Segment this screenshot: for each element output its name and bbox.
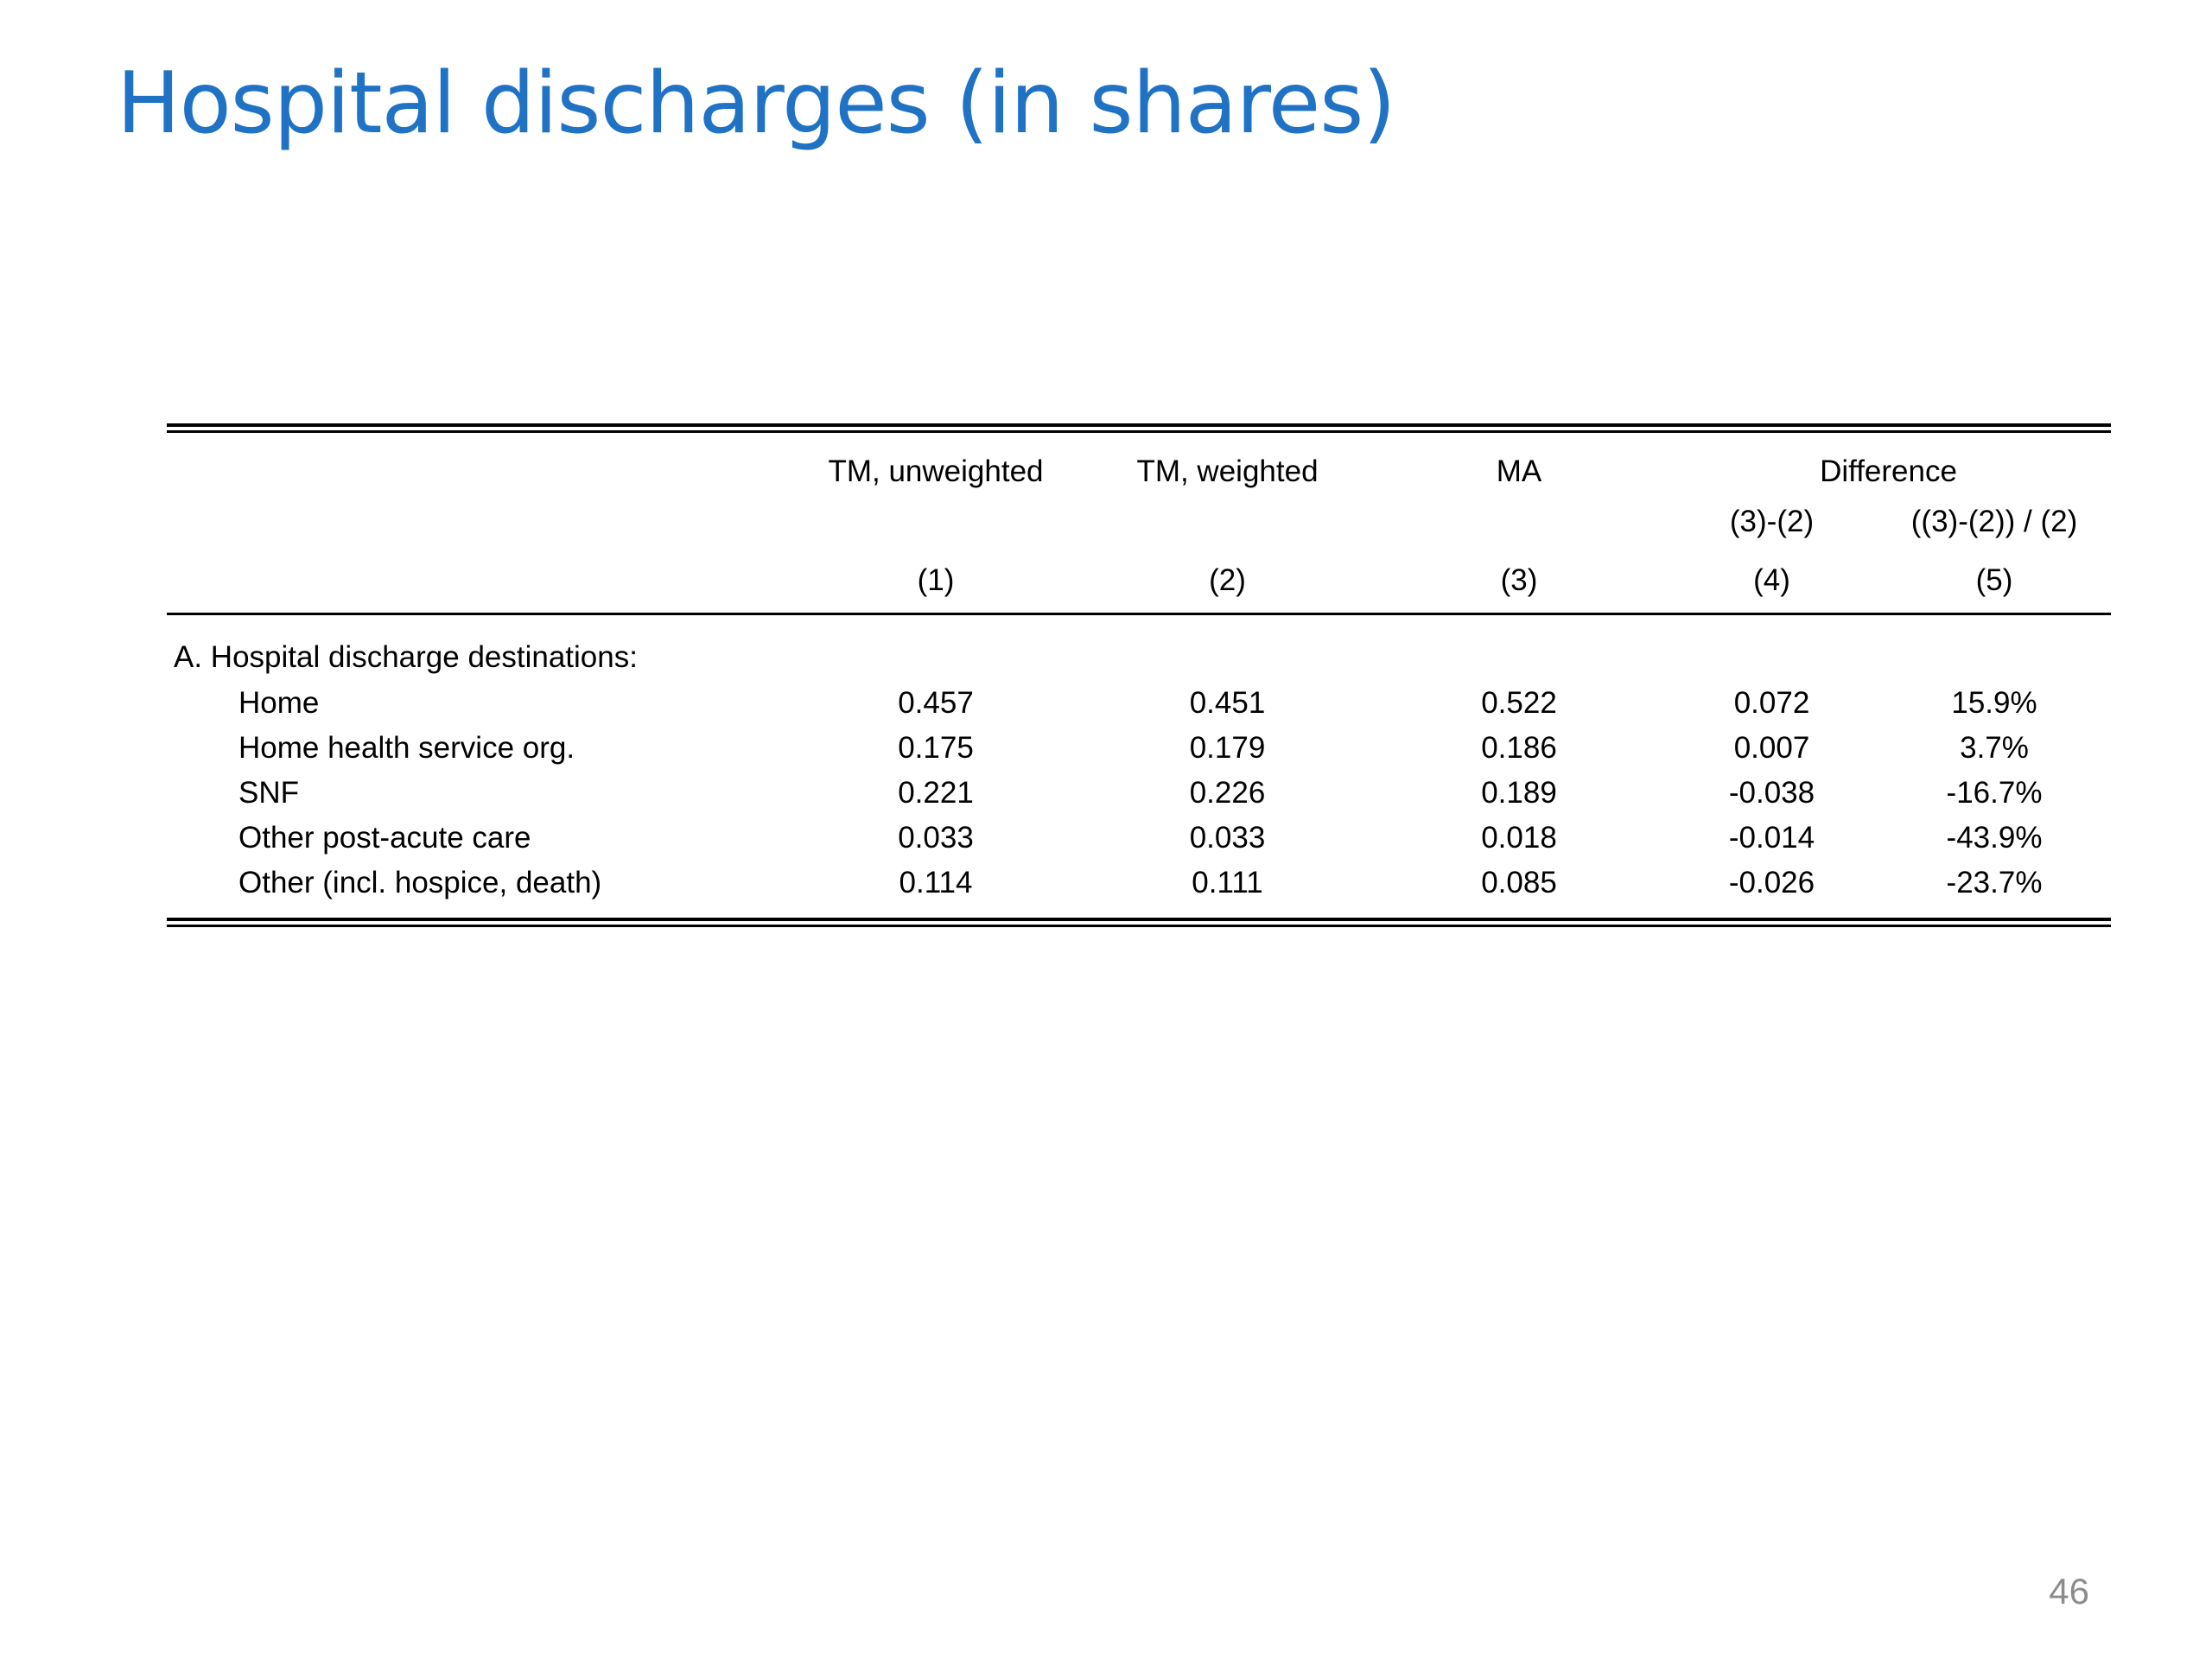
table-top-rule <box>167 423 2111 433</box>
cell-value: -0.014 <box>1728 821 1815 855</box>
table-row: Other (incl. hospice, death) 0.114 0.111… <box>167 861 2111 906</box>
cell-value: 0.007 <box>1733 731 1810 765</box>
column-number-5: (5) <box>1975 563 2013 597</box>
column-number-1: (1) <box>917 563 955 597</box>
cell-value: -0.026 <box>1728 866 1815 899</box>
table-row: SNF 0.221 0.226 0.189 -0.038 -16.7% <box>167 771 2111 816</box>
cell-value: 0.033 <box>1189 821 1266 855</box>
table-row: Other post-acute care 0.033 0.033 0.018 … <box>167 816 2111 861</box>
section-label: A. Hospital discharge destinations: <box>174 640 638 674</box>
table-body: A. Hospital discharge destinations: Home… <box>167 634 2111 906</box>
cell-value: 0.085 <box>1481 866 1557 899</box>
slide-title: Hospital discharges (in shares) <box>117 54 1395 153</box>
cell-value: 0.114 <box>899 866 973 899</box>
row-label: Home <box>238 686 320 720</box>
cell-value: 0.457 <box>898 686 974 720</box>
cell-value: 0.033 <box>898 821 974 855</box>
row-label: Other post-acute care <box>238 821 531 855</box>
table-header: TM, unweighted TM, weighted MA Differenc… <box>167 433 2111 613</box>
cell-value: -16.7% <box>1946 776 2043 810</box>
column-formula-5: ((3)-(2)) / (2) <box>1910 505 2078 538</box>
cell-value: -0.038 <box>1728 776 1815 810</box>
row-label: Other (incl. hospice, death) <box>238 866 602 899</box>
cell-value: 0.179 <box>1189 731 1266 765</box>
cell-value: 0.522 <box>1481 686 1557 720</box>
cell-value: 0.221 <box>898 776 974 810</box>
header-empty-cell <box>167 433 789 495</box>
cell-value: 3.7% <box>1960 731 2029 765</box>
column-header-tm-weighted: TM, weighted <box>1136 454 1319 488</box>
table-bottom-rule <box>167 918 2111 927</box>
column-header-tm-unweighted: TM, unweighted <box>828 454 1044 488</box>
cell-value: 0.111 <box>1192 866 1263 899</box>
table-row: Home health service org. 0.175 0.179 0.1… <box>167 726 2111 771</box>
cell-value: 0.175 <box>898 731 974 765</box>
cell-value: -23.7% <box>1946 866 2043 899</box>
row-label: Home health service org. <box>238 731 575 765</box>
cell-value: 0.451 <box>1189 686 1266 720</box>
column-formula-4: (3)-(2) <box>1729 505 1815 538</box>
row-label: SNF <box>238 776 299 810</box>
results-table: TM, unweighted TM, weighted MA Differenc… <box>167 423 2111 927</box>
cell-value: 0.226 <box>1189 776 1266 810</box>
table-header-rule <box>167 613 2111 615</box>
cell-value: -43.9% <box>1946 821 2043 855</box>
column-number-3: (3) <box>1500 563 1538 597</box>
cell-value: 0.018 <box>1481 821 1557 855</box>
column-header-ma: MA <box>1496 454 1542 488</box>
column-number-2: (2) <box>1209 563 1246 597</box>
column-number-4: (4) <box>1753 563 1790 597</box>
cell-value: 0.186 <box>1481 731 1557 765</box>
cell-value: 15.9% <box>1951 686 2037 720</box>
cell-value: 0.189 <box>1481 776 1557 810</box>
table-row: Home 0.457 0.451 0.522 0.072 15.9% <box>167 681 2111 726</box>
page-number: 46 <box>2049 1571 2089 1611</box>
cell-value: 0.072 <box>1733 686 1810 720</box>
column-header-difference: Difference <box>1820 454 1957 488</box>
